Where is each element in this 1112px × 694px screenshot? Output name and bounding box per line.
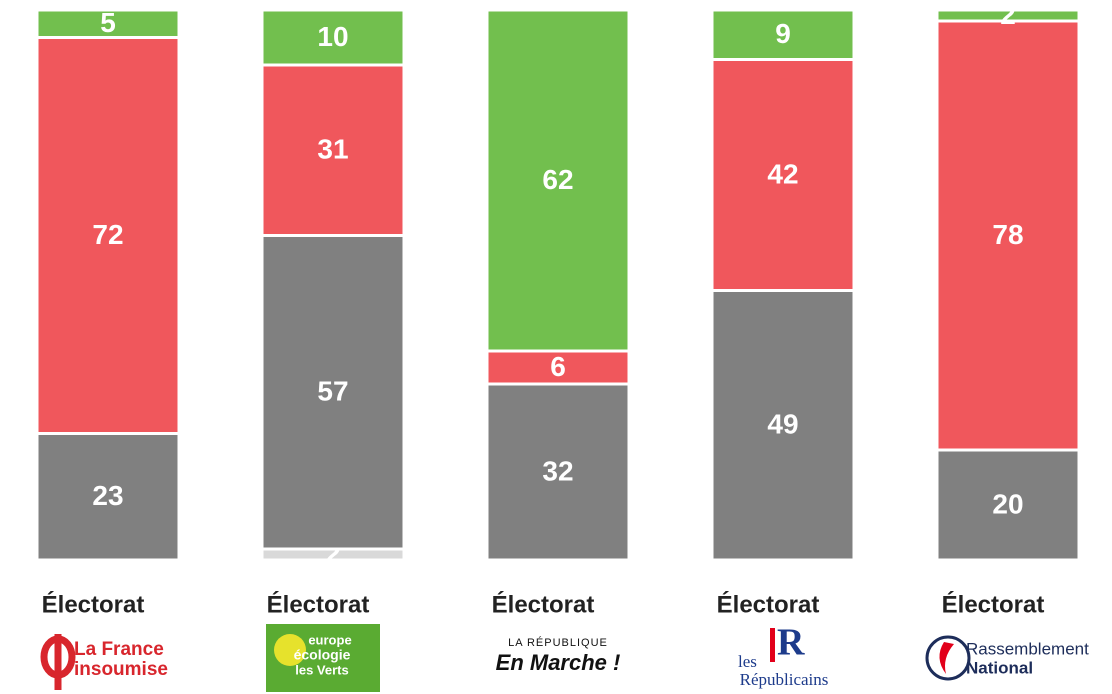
- logo-icon: [770, 628, 775, 662]
- bar-segment: [260, 234, 406, 551]
- data-label: 2: [1000, 0, 1016, 30]
- data-label: 42: [767, 158, 798, 189]
- data-label: 78: [992, 219, 1023, 250]
- data-label: 23: [92, 480, 123, 511]
- data-label: 62: [542, 164, 573, 195]
- logo-text: europe: [308, 632, 351, 647]
- bar-segment: [35, 36, 181, 435]
- logo-eelv: europe écologie les Verts: [266, 624, 380, 692]
- logo-text: En Marche !: [496, 650, 621, 675]
- bar-segment: [260, 10, 406, 67]
- logo-text: les Verts: [295, 662, 349, 677]
- bar-segment: [260, 63, 406, 237]
- logo-icon: [274, 634, 306, 666]
- logo-lr: les R Républicains: [738, 622, 828, 689]
- bar-segment: [710, 10, 856, 61]
- logo-text: LA RÉPUBLIQUE: [508, 636, 608, 649]
- logo-text: National: [966, 658, 1033, 677]
- bar-segment: [35, 10, 181, 39]
- bar-segment: [710, 58, 856, 292]
- logo-text: insoumise: [74, 659, 168, 680]
- data-label: 9: [775, 18, 791, 49]
- logo-text: La France: [74, 639, 164, 660]
- x-tick-label: Électorat: [942, 590, 1045, 618]
- logo-text: Rassemblement: [966, 639, 1089, 658]
- data-label: 31: [317, 134, 348, 165]
- bar-segment: [935, 19, 1081, 452]
- logo-rn: Rassemblement National: [925, 635, 1089, 681]
- bar-segment: [485, 382, 631, 560]
- data-label: 5: [100, 7, 116, 38]
- bar-segment: [485, 349, 631, 386]
- data-label: 57: [317, 376, 348, 407]
- data-label: 10: [317, 21, 348, 52]
- data-label: 72: [92, 219, 123, 250]
- logo-lrem: LA RÉPUBLIQUE En Marche !: [496, 636, 621, 675]
- logo-icon: [939, 642, 954, 674]
- bar-segment: [935, 448, 1081, 560]
- bar-segment: [35, 432, 181, 560]
- logo-icon: [925, 635, 971, 681]
- x-tick-label: Électorat: [492, 590, 595, 618]
- logo-text: R: [777, 622, 805, 664]
- bar-segment: [710, 289, 856, 560]
- data-label: 32: [542, 455, 573, 486]
- data-label: 6: [550, 351, 566, 382]
- x-tick-label: Électorat: [42, 590, 145, 618]
- logo-text: Républicains: [740, 670, 829, 689]
- logo-text: écologie: [294, 647, 351, 663]
- x-tick-label: Électorat: [267, 590, 370, 618]
- x-tick-label: Électorat: [717, 590, 820, 618]
- data-label: 49: [767, 409, 798, 440]
- bar-segment: [485, 10, 631, 353]
- logo-text: les: [738, 652, 757, 671]
- logo-lfi: La France insoumise: [40, 634, 168, 690]
- bar-segment: [935, 10, 1081, 23]
- data-label: 20: [992, 488, 1023, 519]
